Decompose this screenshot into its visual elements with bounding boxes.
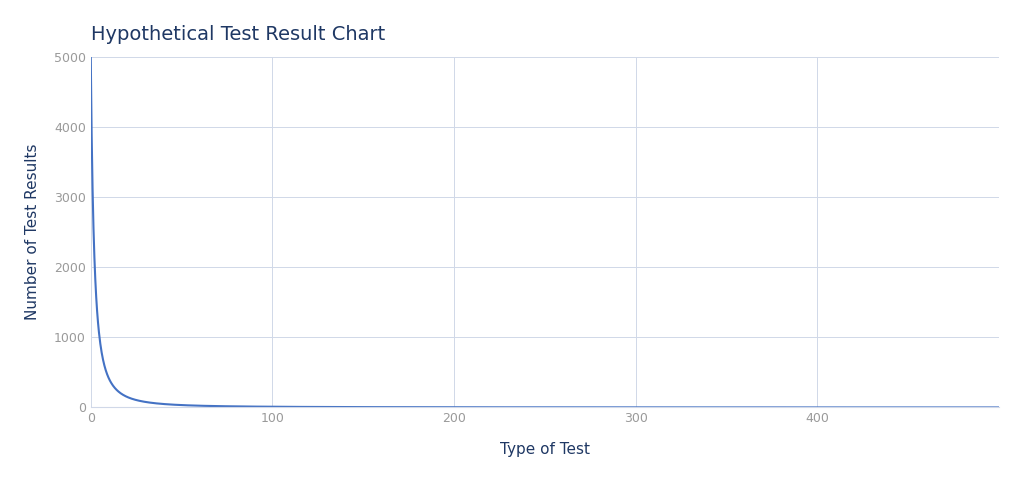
Y-axis label: Number of Test Results: Number of Test Results — [25, 144, 40, 321]
Text: Hypothetical Test Result Chart: Hypothetical Test Result Chart — [91, 25, 385, 44]
X-axis label: Type of Test: Type of Test — [500, 442, 590, 457]
